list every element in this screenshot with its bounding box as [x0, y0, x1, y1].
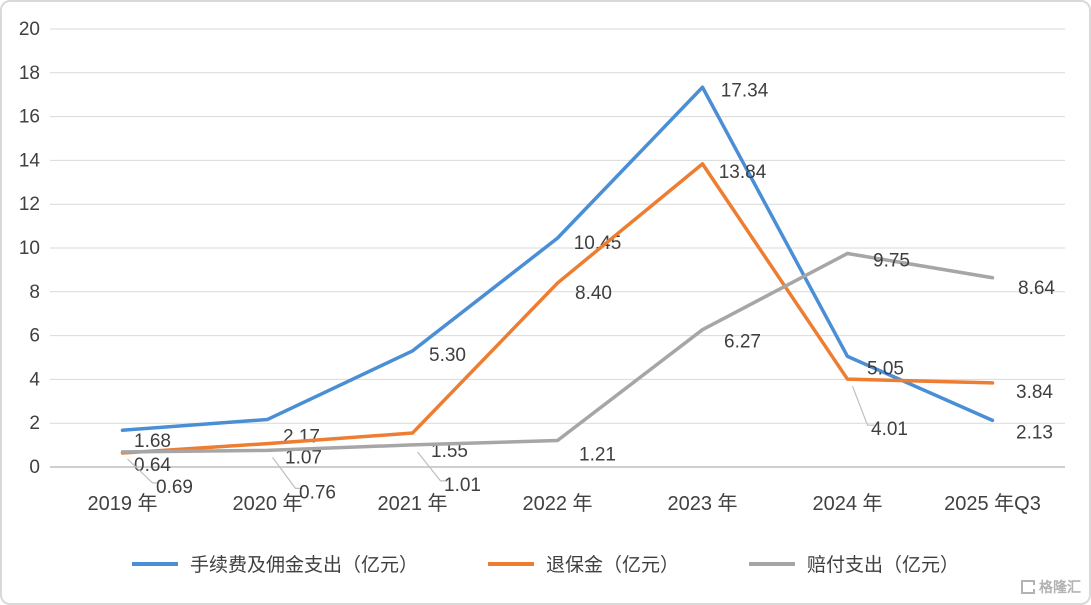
svg-text:2024 年: 2024 年 — [812, 492, 882, 515]
legend-item-commission: 手续费及佣金支出（亿元） — [131, 550, 418, 577]
line-chart: 0 2 4 6 8 10 12 14 16 18 20 2019 年 2020 年 2021 年 2022 … — [19, 19, 1065, 515]
svg-text:0: 0 — [29, 457, 40, 478]
svg-text:1.68: 1.68 — [134, 431, 171, 452]
legend-label-surrender: 退保金（亿元） — [545, 555, 679, 576]
svg-text:4.01: 4.01 — [871, 419, 908, 440]
svg-text:10: 10 — [19, 238, 40, 259]
svg-text:2.17: 2.17 — [283, 426, 320, 447]
svg-text:2.13: 2.13 — [1016, 422, 1053, 443]
svg-text:14: 14 — [19, 150, 41, 171]
svg-text:2025 年Q3: 2025 年Q3 — [944, 492, 1041, 515]
svg-text:12: 12 — [19, 194, 40, 215]
gelonghui-watermark-text: 格隆汇 — [1039, 579, 1081, 595]
legend-swatch-commission — [131, 561, 178, 566]
chart-legend: 手续费及佣金支出（亿元） 退保金（亿元） 赔付支出（亿元） — [2, 550, 1089, 577]
svg-text:2021 年: 2021 年 — [377, 492, 447, 515]
svg-text:1.55: 1.55 — [431, 441, 468, 462]
legend-item-claims: 赔付支出（亿元） — [749, 550, 959, 577]
svg-text:0.64: 0.64 — [134, 455, 171, 476]
legend-label-commission: 手续费及佣金支出（亿元） — [189, 555, 418, 576]
svg-text:13.84: 13.84 — [719, 162, 767, 183]
svg-text:8.40: 8.40 — [575, 283, 612, 304]
legend-swatch-claims — [749, 561, 795, 566]
svg-text:6.27: 6.27 — [724, 332, 761, 353]
svg-text:6: 6 — [29, 326, 40, 347]
gelonghui-logo-icon — [1021, 580, 1035, 594]
svg-text:17.34: 17.34 — [721, 80, 769, 101]
legend-swatch-surrender — [487, 561, 534, 566]
svg-text:2019 年: 2019 年 — [87, 492, 157, 515]
svg-text:1.07: 1.07 — [285, 448, 322, 469]
svg-text:5.05: 5.05 — [867, 358, 904, 379]
svg-text:3.84: 3.84 — [1016, 382, 1053, 403]
svg-text:0.69: 0.69 — [156, 477, 193, 498]
svg-text:8: 8 — [29, 282, 40, 303]
svg-text:2023 年: 2023 年 — [667, 492, 737, 515]
svg-text:1.21: 1.21 — [579, 445, 616, 466]
svg-text:4: 4 — [29, 369, 40, 390]
svg-text:2: 2 — [29, 413, 40, 434]
svg-text:1.01: 1.01 — [444, 475, 481, 496]
svg-text:18: 18 — [19, 63, 40, 84]
svg-text:5.30: 5.30 — [429, 345, 466, 366]
gelonghui-watermark: 格隆汇 — [1021, 577, 1081, 597]
svg-text:2020 年: 2020 年 — [232, 492, 302, 515]
svg-text:9.75: 9.75 — [873, 250, 910, 271]
svg-text:8.64: 8.64 — [1018, 278, 1055, 299]
legend-item-surrender: 退保金（亿元） — [487, 550, 679, 577]
svg-text:20: 20 — [19, 19, 40, 40]
svg-text:2022 年: 2022 年 — [522, 492, 592, 515]
svg-text:16: 16 — [19, 107, 40, 128]
legend-label-claims: 赔付支出（亿元） — [807, 555, 960, 576]
svg-text:0.76: 0.76 — [299, 482, 336, 503]
